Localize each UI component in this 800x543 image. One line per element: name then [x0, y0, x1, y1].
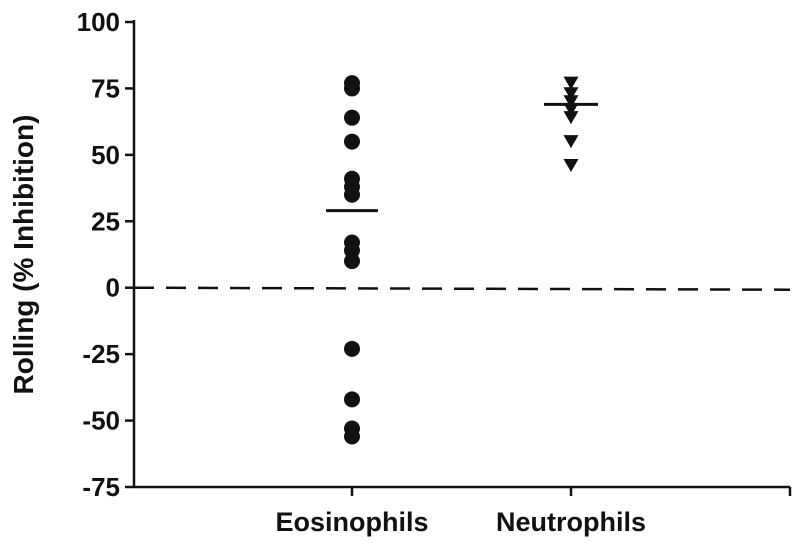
y-tick-label: 25 [91, 206, 120, 236]
x-category-label: Eosinophils [275, 507, 428, 537]
neutrophil-point [563, 103, 579, 117]
zero-reference-line [133, 286, 791, 291]
eosinophil-point [344, 186, 360, 203]
mean-bars [326, 102, 598, 213]
eosinophil-point [344, 428, 360, 445]
eosinophil-point [344, 133, 360, 150]
eosinophil-point [344, 109, 360, 126]
eosinophil-point [344, 80, 360, 97]
y-ticks: 100 75 50 25 0 -25 -50 -75 [77, 7, 134, 502]
data-points [344, 75, 579, 445]
y-axis-title: Rolling (% Inhibition) [8, 115, 39, 395]
zero-dashed-line [133, 286, 791, 291]
neutrophil-point [563, 135, 579, 149]
y-tick-label: 50 [91, 140, 120, 170]
x-category-label: Neutrophils [496, 507, 646, 537]
y-tick-label: 100 [77, 7, 120, 37]
y-tick-label: -75 [82, 472, 120, 502]
neutrophil-point [563, 111, 579, 125]
eosinophil-point [344, 253, 360, 270]
eosinophil-point [344, 391, 360, 408]
x-category-labels: Eosinophils Neutrophils [275, 507, 646, 537]
neutrophil-point [563, 95, 579, 109]
y-tick-label: -25 [82, 339, 120, 369]
neutrophil-point [563, 87, 579, 101]
neutrophil-point [563, 76, 579, 90]
axes [132, 20, 792, 496]
y-tick-label: 75 [91, 73, 120, 103]
y-tick-label: 0 [106, 273, 120, 303]
eosinophil-point [344, 340, 360, 357]
y-tick-label: -50 [82, 406, 120, 436]
neutrophil-point [563, 158, 579, 172]
